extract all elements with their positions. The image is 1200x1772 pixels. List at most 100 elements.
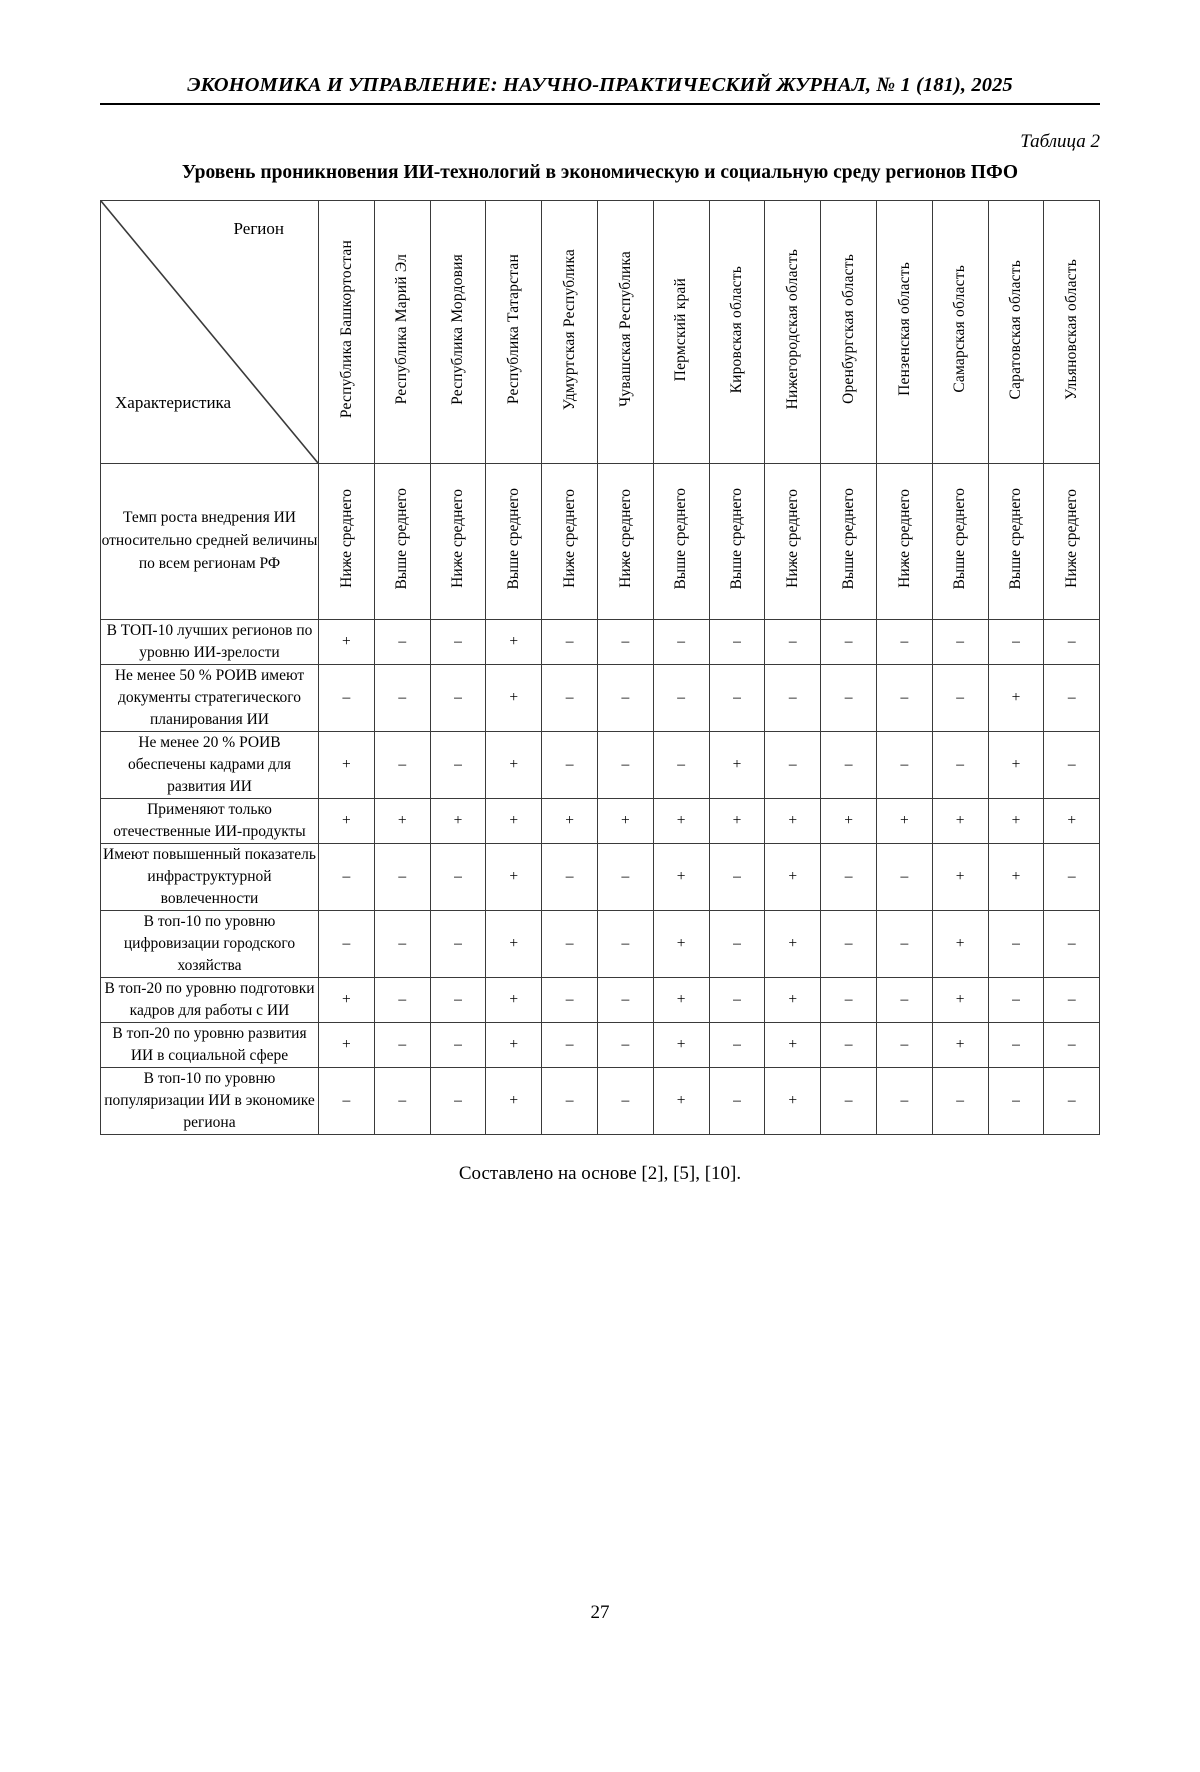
column-header-label: Республика Башкортостан [339, 240, 355, 418]
table-row: В топ-10 по уровню популяризации ИИ в эк… [101, 1067, 1100, 1134]
mark-cell: – [374, 731, 430, 798]
mark-cell: + [709, 731, 765, 798]
table-row: Не менее 20 % РОИВ обеспечены кадрами дл… [101, 731, 1100, 798]
mark-cell: – [765, 731, 821, 798]
mark-cell: – [1044, 1022, 1100, 1067]
mark-cell: – [821, 731, 877, 798]
column-header-label: Пермский край [673, 278, 689, 381]
mark-cell: – [653, 731, 709, 798]
mark-cell: + [932, 977, 988, 1022]
mark-cell: + [486, 731, 542, 798]
rate-cell: Выше среднего [653, 463, 709, 619]
row-label: В ТОП-10 лучших регионов по уровню ИИ-зр… [101, 619, 319, 664]
mark-cell: – [542, 619, 598, 664]
mark-cell: – [319, 664, 375, 731]
mark-cell: – [876, 619, 932, 664]
mark-cell: – [821, 1067, 877, 1134]
mark-cell: + [821, 798, 877, 843]
mark-cell: – [319, 910, 375, 977]
mark-cell: – [876, 910, 932, 977]
mark-cell: – [709, 910, 765, 977]
mark-cell: – [430, 731, 486, 798]
mark-cell: + [486, 619, 542, 664]
rate-value: Выше среднего [1008, 488, 1024, 590]
mark-cell: – [1044, 910, 1100, 977]
column-header-12: Самарская область [932, 200, 988, 463]
mark-cell: + [486, 1022, 542, 1067]
row-label: В топ-20 по уровню развития ИИ в социаль… [101, 1022, 319, 1067]
mark-cell: + [709, 798, 765, 843]
row-label: В топ-10 по уровню популяризации ИИ в эк… [101, 1067, 319, 1134]
rate-cell: Ниже среднего [597, 463, 653, 619]
mark-cell: + [374, 798, 430, 843]
table-title: Уровень проникновения ИИ-технологий в эк… [150, 160, 1050, 186]
column-header-6: Чувашская Республика [597, 200, 653, 463]
mark-cell: + [932, 910, 988, 977]
row-label: Имеют повышенный показатель инфраструкту… [101, 843, 319, 910]
column-header-label: Республика Мордовия [450, 254, 466, 405]
table-container: РегионХарактеристикаРеспублика Башкортос… [100, 200, 1100, 1135]
mark-cell: + [876, 798, 932, 843]
mark-cell: – [876, 1067, 932, 1134]
mark-cell: – [430, 910, 486, 977]
mark-cell: – [374, 843, 430, 910]
mark-cell: – [876, 1022, 932, 1067]
mark-cell: – [430, 664, 486, 731]
mark-cell: + [932, 843, 988, 910]
row-label: В топ-20 по уровню подготовки кадров для… [101, 977, 319, 1022]
row-label: Темп роста внедрения ИИ относительно сре… [101, 463, 319, 619]
column-header-label: Ульяновская область [1064, 259, 1080, 400]
mark-cell: – [1044, 1067, 1100, 1134]
mark-cell: – [374, 1022, 430, 1067]
table-row: Темп роста внедрения ИИ относительно сре… [101, 463, 1100, 619]
mark-cell: – [1044, 664, 1100, 731]
mark-cell: – [821, 910, 877, 977]
column-header-3: Республика Мордовия [430, 200, 486, 463]
mark-cell: – [542, 1022, 598, 1067]
mark-cell: – [542, 910, 598, 977]
rate-cell: Ниже среднего [430, 463, 486, 619]
column-header-8: Кировская область [709, 200, 765, 463]
mark-cell: – [542, 664, 598, 731]
mark-cell: – [709, 977, 765, 1022]
mark-cell: – [430, 977, 486, 1022]
mark-cell: – [821, 843, 877, 910]
table-row: В топ-20 по уровню подготовки кадров для… [101, 977, 1100, 1022]
mark-cell: – [430, 843, 486, 910]
document-page: ЭКОНОМИКА И УПРАВЛЕНИЕ: НАУЧНО-ПРАКТИЧЕС… [0, 74, 1200, 1772]
mark-cell: + [932, 798, 988, 843]
mark-cell: – [1044, 977, 1100, 1022]
mark-cell: – [319, 1067, 375, 1134]
mark-cell: + [653, 1022, 709, 1067]
page-number: 27 [0, 1602, 1200, 1624]
rate-value: Выше среднего [952, 488, 968, 590]
rate-value: Выше среднего [506, 488, 522, 590]
column-header-14: Ульяновская область [1044, 200, 1100, 463]
mark-cell: – [374, 977, 430, 1022]
table-row: Имеют повышенный показатель инфраструкту… [101, 843, 1100, 910]
mark-cell: + [988, 798, 1044, 843]
rate-cell: Выше среднего [486, 463, 542, 619]
rate-value: Выше среднего [673, 488, 689, 590]
mark-cell: – [709, 843, 765, 910]
mark-cell: + [542, 798, 598, 843]
mark-cell: – [374, 1067, 430, 1134]
mark-cell: – [709, 1067, 765, 1134]
mark-cell: – [765, 619, 821, 664]
mark-cell: – [988, 1022, 1044, 1067]
rate-value: Выше среднего [841, 488, 857, 590]
table-header-row: РегионХарактеристикаРеспублика Башкортос… [101, 200, 1100, 463]
mark-cell: – [932, 619, 988, 664]
corner-region-label: Регион [234, 219, 284, 239]
rate-cell: Выше среднего [374, 463, 430, 619]
mark-cell: + [765, 1022, 821, 1067]
rate-value: Ниже среднего [1064, 489, 1080, 588]
column-header-label: Самарская область [952, 265, 968, 393]
rate-cell: Ниже среднего [876, 463, 932, 619]
mark-cell: + [653, 910, 709, 977]
mark-cell: – [653, 619, 709, 664]
column-header-1: Республика Башкортостан [319, 200, 375, 463]
header-rule [100, 103, 1100, 105]
mark-cell: – [988, 910, 1044, 977]
mark-cell: – [597, 1022, 653, 1067]
